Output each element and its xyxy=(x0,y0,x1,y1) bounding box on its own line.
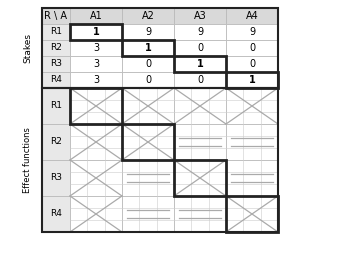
FancyBboxPatch shape xyxy=(122,88,174,124)
Text: R4: R4 xyxy=(50,76,62,84)
FancyBboxPatch shape xyxy=(226,56,278,72)
Text: R3: R3 xyxy=(50,60,62,68)
Text: R4: R4 xyxy=(50,209,62,219)
Text: R2: R2 xyxy=(50,137,62,147)
FancyBboxPatch shape xyxy=(226,124,278,160)
Text: 0: 0 xyxy=(249,43,255,53)
FancyBboxPatch shape xyxy=(174,160,226,196)
FancyBboxPatch shape xyxy=(174,124,226,160)
FancyBboxPatch shape xyxy=(122,196,174,232)
Text: A3: A3 xyxy=(194,11,206,21)
FancyBboxPatch shape xyxy=(174,196,226,232)
Text: A2: A2 xyxy=(141,11,155,21)
FancyBboxPatch shape xyxy=(226,160,278,196)
FancyBboxPatch shape xyxy=(226,24,278,40)
Text: Stakes: Stakes xyxy=(23,33,32,63)
Text: 0: 0 xyxy=(249,59,255,69)
Text: Effect functions: Effect functions xyxy=(23,127,32,193)
FancyBboxPatch shape xyxy=(42,160,70,196)
FancyBboxPatch shape xyxy=(42,8,70,24)
FancyBboxPatch shape xyxy=(226,8,278,24)
FancyBboxPatch shape xyxy=(42,124,70,160)
Text: R2: R2 xyxy=(50,44,62,52)
Text: 3: 3 xyxy=(93,75,99,85)
Text: 9: 9 xyxy=(145,27,151,37)
FancyBboxPatch shape xyxy=(174,88,226,124)
FancyBboxPatch shape xyxy=(42,196,70,232)
FancyBboxPatch shape xyxy=(122,56,174,72)
FancyBboxPatch shape xyxy=(42,72,70,88)
Text: 1: 1 xyxy=(249,75,255,85)
FancyBboxPatch shape xyxy=(174,40,226,56)
FancyBboxPatch shape xyxy=(42,24,70,40)
FancyBboxPatch shape xyxy=(122,72,174,88)
FancyBboxPatch shape xyxy=(174,72,226,88)
FancyBboxPatch shape xyxy=(122,40,174,56)
Text: 0: 0 xyxy=(197,43,203,53)
Text: 3: 3 xyxy=(93,43,99,53)
FancyBboxPatch shape xyxy=(70,72,122,88)
FancyBboxPatch shape xyxy=(226,40,278,56)
FancyBboxPatch shape xyxy=(226,88,278,124)
FancyBboxPatch shape xyxy=(70,88,122,124)
FancyBboxPatch shape xyxy=(122,124,174,160)
FancyBboxPatch shape xyxy=(70,8,122,24)
FancyBboxPatch shape xyxy=(42,88,70,124)
Text: R1: R1 xyxy=(50,102,62,110)
FancyBboxPatch shape xyxy=(70,56,122,72)
Text: 9: 9 xyxy=(197,27,203,37)
Text: 0: 0 xyxy=(197,75,203,85)
FancyBboxPatch shape xyxy=(70,124,122,160)
FancyBboxPatch shape xyxy=(122,8,174,24)
FancyBboxPatch shape xyxy=(42,56,70,72)
Text: A1: A1 xyxy=(90,11,102,21)
FancyBboxPatch shape xyxy=(174,56,226,72)
Text: 9: 9 xyxy=(249,27,255,37)
FancyBboxPatch shape xyxy=(226,72,278,88)
Text: 3: 3 xyxy=(93,59,99,69)
FancyBboxPatch shape xyxy=(70,160,122,196)
Text: 1: 1 xyxy=(92,27,99,37)
FancyBboxPatch shape xyxy=(226,196,278,232)
FancyBboxPatch shape xyxy=(70,40,122,56)
FancyBboxPatch shape xyxy=(174,24,226,40)
Text: A4: A4 xyxy=(246,11,258,21)
Text: 0: 0 xyxy=(145,75,151,85)
Text: R \ A: R \ A xyxy=(45,11,68,21)
Text: 1: 1 xyxy=(145,43,151,53)
Text: 1: 1 xyxy=(197,59,203,69)
Text: R1: R1 xyxy=(50,28,62,36)
FancyBboxPatch shape xyxy=(70,196,122,232)
Text: 0: 0 xyxy=(145,59,151,69)
FancyBboxPatch shape xyxy=(122,24,174,40)
Text: R3: R3 xyxy=(50,174,62,182)
FancyBboxPatch shape xyxy=(122,160,174,196)
FancyBboxPatch shape xyxy=(42,40,70,56)
FancyBboxPatch shape xyxy=(70,24,122,40)
FancyBboxPatch shape xyxy=(174,8,226,24)
